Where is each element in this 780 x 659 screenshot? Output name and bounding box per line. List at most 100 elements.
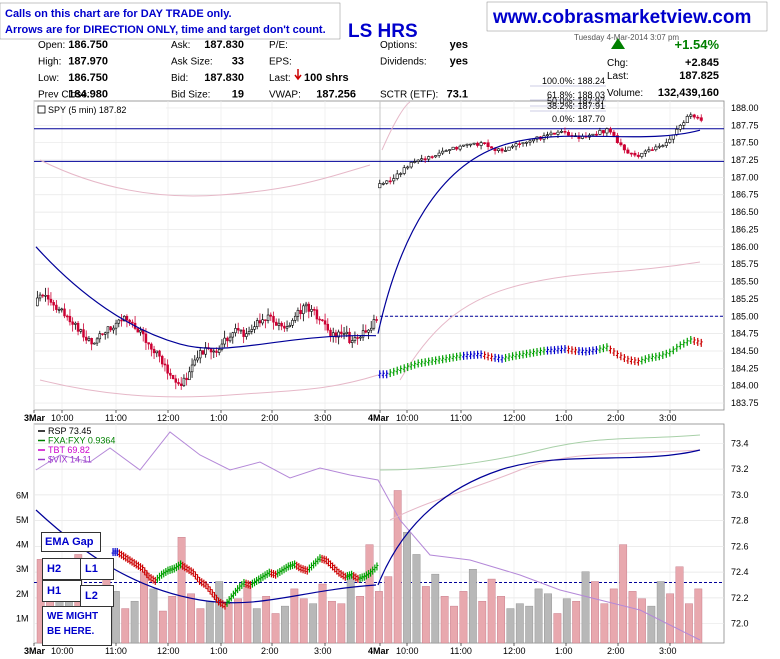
candle — [41, 294, 45, 297]
candle — [500, 148, 504, 152]
rsp-candles — [111, 336, 703, 610]
volume-bar — [685, 603, 693, 644]
volume-bar — [130, 600, 139, 644]
candle — [423, 158, 427, 160]
x-tick-label: 11:00 — [105, 413, 127, 423]
candle — [114, 322, 118, 329]
volume-bar — [412, 554, 421, 644]
quote-value: 33 — [232, 56, 244, 68]
candle — [402, 167, 406, 174]
volume-bar — [609, 588, 618, 644]
candle — [310, 309, 313, 312]
volume-bar — [534, 588, 543, 644]
candle — [264, 319, 267, 322]
candle — [406, 166, 410, 169]
volume-bar — [694, 588, 703, 644]
candle — [272, 315, 275, 323]
lower-band-s2 — [399, 261, 701, 381]
candle — [399, 173, 403, 175]
volume-bar — [271, 613, 280, 644]
candle — [342, 333, 346, 335]
x-tick-label: 10:00 — [396, 413, 419, 423]
last-value: 187.825 — [679, 70, 719, 82]
quote-value: 19 — [232, 89, 244, 101]
candle — [258, 320, 262, 324]
quote-label: EPS: — [269, 57, 292, 68]
x-tick-label: 1:00 — [555, 413, 573, 423]
quote-grid: Open: 186.750 Ask: 187.830 P/E: Options: yesHi… — [38, 39, 468, 101]
indicator-x-axis: 3Mar 10:00 11:00 12:00 1:00 2:00 3:00 4Mar 10:00… — [24, 643, 677, 656]
x-tick-label: 2:00 — [261, 413, 279, 423]
candle — [682, 122, 686, 126]
candle — [385, 180, 389, 184]
price-y-axis: 188.00 187.75 187.50 187.25 187.00 186.75 186.… — [731, 103, 759, 408]
volume-bar — [591, 581, 599, 644]
volume-bar — [196, 608, 205, 644]
quote-value: 186.750 — [68, 39, 108, 51]
y-tick-label: 72.6 — [731, 541, 749, 551]
x-tick-label: 2:00 — [607, 646, 625, 656]
candle — [198, 350, 202, 359]
candle — [112, 327, 115, 331]
website-link[interactable]: www.cobrasmarketview.com — [492, 7, 751, 28]
y-tick-label: 187.25 — [731, 155, 759, 165]
x-tick-label: 3:00 — [659, 646, 677, 656]
candle — [128, 319, 131, 323]
up-arrow-icon — [611, 38, 625, 49]
candle — [388, 180, 392, 183]
candle — [356, 337, 359, 339]
y-tick-label: 186.50 — [731, 207, 759, 217]
candle — [559, 131, 563, 133]
y-tick-label: 184.00 — [731, 381, 759, 391]
candle — [285, 326, 289, 329]
volume-bar — [252, 608, 261, 644]
candle — [483, 142, 487, 144]
fib-label: 38.2%: 187.91 — [547, 101, 605, 111]
candle — [668, 138, 672, 143]
candle — [556, 131, 560, 135]
candle — [250, 329, 254, 332]
candle — [36, 297, 39, 307]
volume-bar — [215, 581, 224, 644]
quote-label: High: — [38, 57, 61, 68]
tbt-line — [389, 449, 701, 521]
candle — [182, 377, 186, 386]
candle — [594, 133, 598, 136]
candle — [591, 133, 595, 136]
legend-entry: TBT 69.82 — [48, 445, 90, 455]
volume-bar — [337, 603, 346, 644]
x-tick-label: 12:00 — [157, 413, 180, 423]
candle — [334, 332, 338, 338]
volume-bar — [149, 588, 158, 644]
x-tick-label: 3:00 — [659, 413, 677, 423]
volume-bar — [431, 573, 440, 644]
quote-label: P/E: — [269, 40, 288, 51]
candle — [179, 383, 183, 386]
y-tick-label: 185.00 — [731, 311, 759, 321]
volume-bar — [478, 600, 487, 644]
candle — [654, 146, 658, 151]
candle — [261, 319, 264, 324]
volume-bar — [281, 605, 289, 644]
candle — [171, 374, 175, 380]
legend-entry: RSP 73.45 — [48, 426, 91, 436]
quote-value: yes — [450, 56, 468, 68]
candle — [524, 141, 529, 144]
candle — [307, 303, 311, 312]
fib-label: 61.8%: 188.03 — [547, 90, 605, 100]
candle — [209, 348, 213, 353]
candle — [685, 116, 689, 124]
volume-bar — [393, 490, 402, 644]
candle — [318, 318, 321, 321]
candle — [95, 338, 99, 344]
volume-bar — [459, 591, 468, 644]
fib-label: 0.0%: 187.70 — [552, 114, 605, 124]
x-tick-label: 11:00 — [450, 646, 472, 656]
candle — [155, 350, 159, 354]
candle — [619, 142, 623, 146]
candle — [392, 178, 396, 182]
quote-label: Ask: — [171, 40, 190, 51]
y-tick-label: 185.50 — [731, 277, 759, 287]
